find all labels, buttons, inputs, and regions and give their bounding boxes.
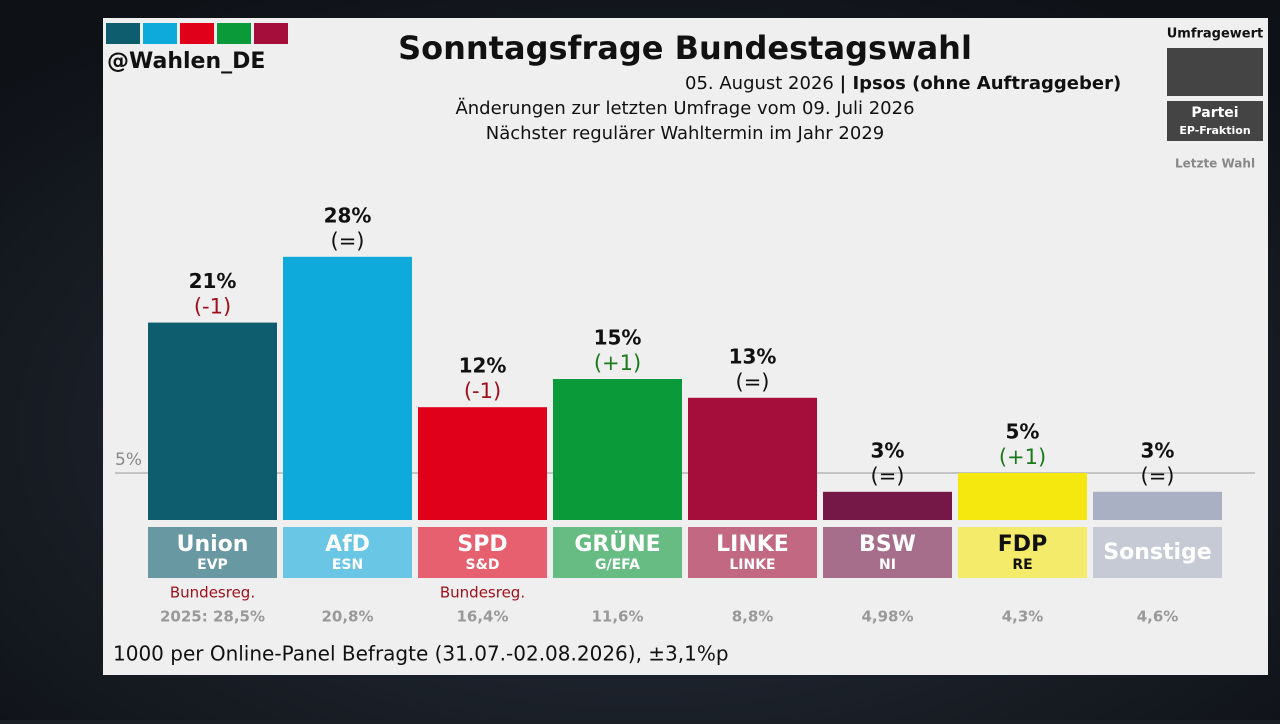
faction: EVP xyxy=(197,557,228,573)
party-name: SPD xyxy=(457,532,507,557)
legend-party: Partei xyxy=(1191,105,1238,121)
party-name: AfD xyxy=(325,532,370,557)
legend-value-box xyxy=(1167,48,1263,96)
bar xyxy=(283,256,412,520)
change-label: (+1) xyxy=(999,445,1046,469)
handle-color xyxy=(106,23,140,44)
party-box xyxy=(688,527,817,578)
change-label: (+1) xyxy=(594,351,641,375)
faction: RE xyxy=(1012,557,1032,573)
party-name: GRÜNE xyxy=(574,531,660,557)
note: Bundesreg. xyxy=(170,584,255,602)
handle-color xyxy=(254,23,288,44)
last-election: 4,6% xyxy=(1137,608,1179,626)
faction: G/EFA xyxy=(595,557,640,573)
last-election: 11,6% xyxy=(591,608,643,626)
last-election: 2025: 28,5% xyxy=(160,608,265,626)
value-label: 5% xyxy=(1006,420,1040,444)
party-name: FDP xyxy=(998,532,1047,557)
value-label: 21% xyxy=(189,269,237,293)
party-name: Sonstige xyxy=(1103,540,1211,565)
subtitle-source: | Ipsos (ohne Auftraggeber) xyxy=(840,73,1122,94)
change-label: (-1) xyxy=(194,295,231,319)
party-name: BSW xyxy=(859,532,916,557)
faction: S&D xyxy=(466,557,500,573)
handle: @Wahlen_DE xyxy=(107,49,265,74)
bar xyxy=(553,379,682,520)
subtitle-date: 05. August 2026 xyxy=(685,73,834,94)
subtitle: 05. August 2026 | Ipsos (ohne Auftraggeb… xyxy=(685,73,1121,94)
subtitle-next: Nächster regulärer Wahltermin im Jahr 20… xyxy=(486,123,884,144)
legend-last: Letzte Wahl xyxy=(1175,157,1255,171)
bar xyxy=(688,397,817,520)
subtitle-change: Änderungen zur letzten Umfrage vom 09. J… xyxy=(455,98,914,119)
note: Bundesreg. xyxy=(440,584,525,602)
faction: ESN xyxy=(332,557,363,573)
value-label: 12% xyxy=(459,354,507,378)
change-label: (=) xyxy=(331,229,365,253)
value-label: 3% xyxy=(871,438,905,462)
value-label: 13% xyxy=(729,344,777,368)
party-box xyxy=(148,527,277,578)
change-label: (=) xyxy=(1141,464,1175,488)
bar xyxy=(418,407,547,520)
threshold-label: 5% xyxy=(115,450,142,470)
faction: LINKE xyxy=(729,557,775,573)
value-label: 28% xyxy=(324,203,372,227)
change-label: (=) xyxy=(736,370,770,394)
legend-faction: EP-Fraktion xyxy=(1179,124,1250,137)
party-box xyxy=(553,527,682,578)
last-election: 4,98% xyxy=(861,608,913,626)
value-label: 15% xyxy=(594,326,642,350)
chart-title: Sonntagsfrage Bundestagswahl xyxy=(398,29,972,67)
last-election: 16,4% xyxy=(456,608,508,626)
party-box xyxy=(283,527,412,578)
handle-color xyxy=(217,23,251,44)
party-box xyxy=(823,527,952,578)
handle-color xyxy=(143,23,177,44)
party-name: Union xyxy=(177,532,249,557)
last-election: 20,8% xyxy=(321,608,373,626)
bar xyxy=(958,473,1087,520)
legend-party-box xyxy=(1167,101,1263,141)
bar xyxy=(823,491,952,520)
change-label: (-1) xyxy=(464,379,501,403)
last-election: 4,3% xyxy=(1002,608,1044,626)
legend-value: Umfragewert xyxy=(1167,27,1264,42)
last-election: 8,8% xyxy=(732,608,774,626)
footer: 1000 per Online-Panel Befragte (31.07.-0… xyxy=(113,642,729,666)
party-box xyxy=(958,527,1087,578)
value-label: 3% xyxy=(1141,438,1175,462)
party-name: LINKE xyxy=(716,532,789,557)
handle-color xyxy=(180,23,214,44)
party-box xyxy=(1093,527,1222,578)
party-box xyxy=(418,527,547,578)
bar xyxy=(1093,491,1222,520)
change-label: (=) xyxy=(871,464,905,488)
bar xyxy=(148,322,277,520)
faction: NI xyxy=(879,557,896,573)
